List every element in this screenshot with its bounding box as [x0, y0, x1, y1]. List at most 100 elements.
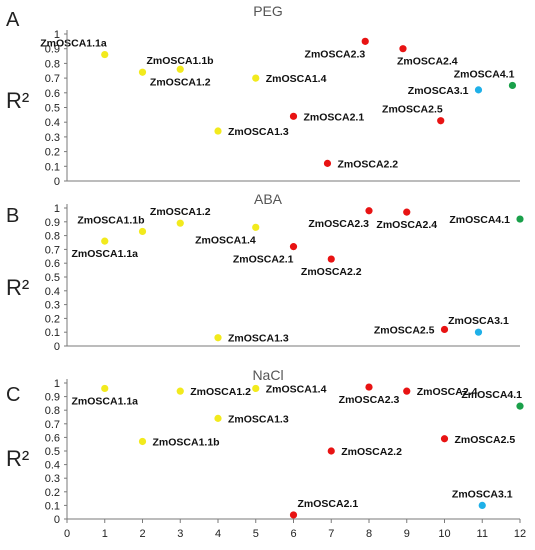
panel-a: A PEG R² 0 0.1 0.2 0.3 0.4 0.5 0.6 0.7 0.8 0.9 1 Z… — [6, 3, 520, 188]
data-point-label: ZmOSCA2.5 — [382, 104, 443, 116]
y-tick-label: 0.4 — [45, 117, 60, 129]
y-tick-label: 0.7 — [45, 73, 60, 85]
panel-a-y-ticks: 0 0.1 0.2 0.3 0.4 0.5 0.6 0.7 0.8 0.9 1 — [45, 29, 67, 188]
data-point — [138, 68, 147, 76]
data-point-label: ZmOSCA1.4 — [266, 73, 327, 85]
data-point-label: ZmOSCA1.1a — [40, 38, 107, 50]
y-tick-label: 0.5 — [45, 103, 60, 115]
data-point — [214, 414, 222, 422]
y-tick-label: 0.8 — [45, 58, 60, 70]
data-point — [361, 37, 369, 45]
y-tick-label: 0.8 — [45, 405, 60, 417]
y-tick-label: 0.4 — [45, 460, 60, 472]
data-point-label: ZmOSCA2.4 — [397, 56, 458, 68]
y-tick-label: 0.2 — [45, 147, 60, 159]
panel-a-y-axis-label: R² — [6, 88, 29, 113]
panel-a-points: ZmOSCA1.1a ZmOSCA1.1b ZmOSCA1.2 ZmOSCA1.4 Zm… — [40, 37, 517, 170]
data-point — [403, 387, 411, 395]
x-tick-label: 12 — [514, 528, 526, 540]
panel-b-points: ZmOSCA1.1a ZmOSCA1.1b ZmOSCA1.2 ZmOSCA1.4 Zm… — [71, 206, 524, 345]
data-point — [138, 227, 147, 236]
data-point — [176, 219, 184, 227]
y-tick-label: 0.2 — [45, 313, 60, 325]
y-tick-label: 0.3 — [45, 132, 60, 144]
data-point-label: ZmOSCA2.5 — [455, 434, 516, 446]
data-point-label: ZmOSCA1.4 — [195, 234, 256, 246]
data-point — [516, 215, 524, 223]
y-tick-label: 0.6 — [45, 258, 60, 270]
data-point-label: ZmOSCA2.3 — [339, 394, 400, 406]
x-tick-label: 9 — [404, 528, 410, 540]
data-point — [437, 117, 445, 125]
y-tick-label: 0.1 — [45, 161, 60, 173]
y-tick-label: 0.8 — [45, 231, 60, 243]
x-tick-label: 2 — [139, 528, 145, 540]
y-tick-label: 0 — [54, 514, 60, 526]
data-point — [289, 243, 298, 251]
data-point-label: ZmOSCA2.3 — [308, 218, 369, 230]
y-tick-label: 0.7 — [45, 419, 60, 431]
panel-c-title: NaCl — [252, 367, 283, 383]
data-point — [252, 74, 260, 82]
panel-a-letter: A — [6, 9, 20, 31]
y-tick-label: 0.6 — [45, 432, 60, 444]
panel-c-points: ZmOSCA1.1a ZmOSCA1.1b ZmOSCA1.2 ZmOSCA1.3 Zm… — [71, 383, 524, 519]
panel-a-title: PEG — [253, 3, 283, 19]
data-point — [252, 223, 260, 231]
x-tick-label: 0 — [64, 528, 70, 540]
x-tick-label: 4 — [215, 528, 221, 540]
y-tick-label: 0.7 — [45, 244, 60, 256]
data-point-label: ZmOSCA2.4 — [376, 219, 437, 231]
y-tick-label: 1 — [54, 378, 60, 390]
data-point-label: ZmOSCA4.1 — [461, 389, 522, 401]
data-point-label: ZmOSCA1.3 — [228, 413, 289, 425]
data-point — [403, 208, 411, 216]
data-point-label: ZmOSCA1.3 — [228, 126, 289, 138]
data-point — [138, 437, 147, 446]
data-point-label: ZmOSCA2.2 — [341, 446, 402, 458]
data-point — [440, 325, 449, 334]
data-point-label: ZmOSCA1.1b — [147, 55, 214, 67]
panel-c-y-axis-label: R² — [6, 446, 29, 471]
panel-c-letter: C — [6, 384, 20, 406]
x-tick-label: 11 — [477, 528, 488, 540]
data-point-label: ZmOSCA2.5 — [374, 324, 435, 336]
panel-c-y-ticks: 0 0.10.2 0.30.4 0.5 0.60.7 0.80.9 1 — [45, 378, 67, 526]
y-tick-label: 0 — [54, 341, 60, 353]
data-point — [289, 511, 298, 519]
x-tick-label: 8 — [366, 528, 372, 540]
y-tick-label: 0.1 — [45, 327, 60, 339]
panel-c-x-ticks: 0 1 2 3 4 5 6 7 8 9 10 11 12 — [64, 519, 526, 540]
panel-b-title: ABA — [254, 191, 283, 207]
data-point — [214, 127, 222, 135]
data-point-label: ZmOSCA2.1 — [298, 498, 359, 510]
panel-b-letter: B — [6, 205, 19, 227]
y-tick-label: 0.5 — [45, 272, 60, 284]
data-point — [252, 384, 260, 393]
y-tick-label: 1 — [54, 203, 60, 215]
x-tick-label: 7 — [328, 528, 334, 540]
y-tick-label: 0.9 — [45, 392, 60, 404]
y-tick-label: 0.4 — [45, 286, 60, 298]
data-point-label: ZmOSCA3.1 — [452, 488, 513, 500]
data-point — [516, 402, 524, 410]
data-point — [176, 387, 184, 395]
data-point — [478, 501, 486, 509]
data-point-label: ZmOSCA3.1 — [408, 85, 469, 97]
data-point — [365, 383, 373, 391]
data-point-label: ZmOSCA1.1b — [77, 214, 144, 226]
data-point-label: ZmOSCA1.2 — [190, 386, 251, 398]
y-tick-label: 0.3 — [45, 300, 60, 312]
panel-b-y-ticks: 0 0.1 0.20.3 0.4 0.5 0.6 0.70.8 0.9 1 — [45, 203, 67, 353]
data-point-label: ZmOSCA1.1b — [153, 436, 220, 448]
data-point-label: ZmOSCA1.2 — [150, 76, 211, 88]
data-point-label: ZmOSCA1.1a — [71, 395, 138, 407]
data-point — [101, 237, 109, 245]
x-tick-label: 6 — [290, 528, 296, 540]
data-point-label: ZmOSCA4.1 — [449, 214, 510, 226]
data-point-label: ZmOSCA2.4 — [417, 386, 478, 398]
x-tick-label: 10 — [438, 528, 450, 540]
data-point-label: ZmOSCA2.2 — [301, 266, 362, 278]
data-point-label: ZmOSCA1.2 — [150, 206, 211, 218]
